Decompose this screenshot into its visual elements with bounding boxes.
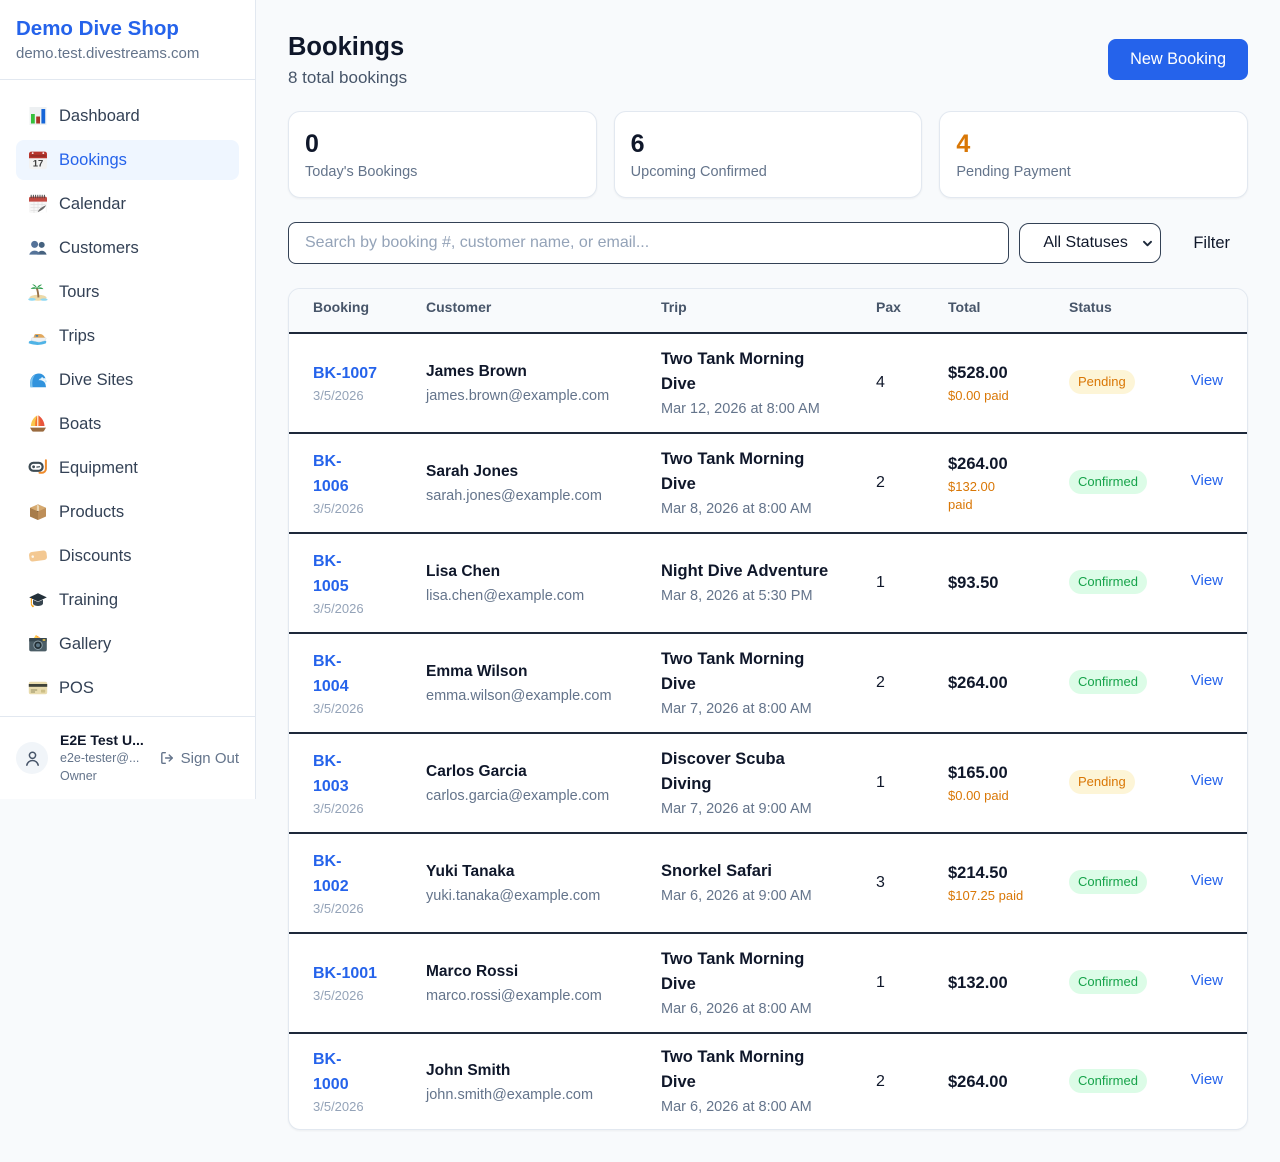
svg-text:17: 17	[33, 158, 44, 169]
